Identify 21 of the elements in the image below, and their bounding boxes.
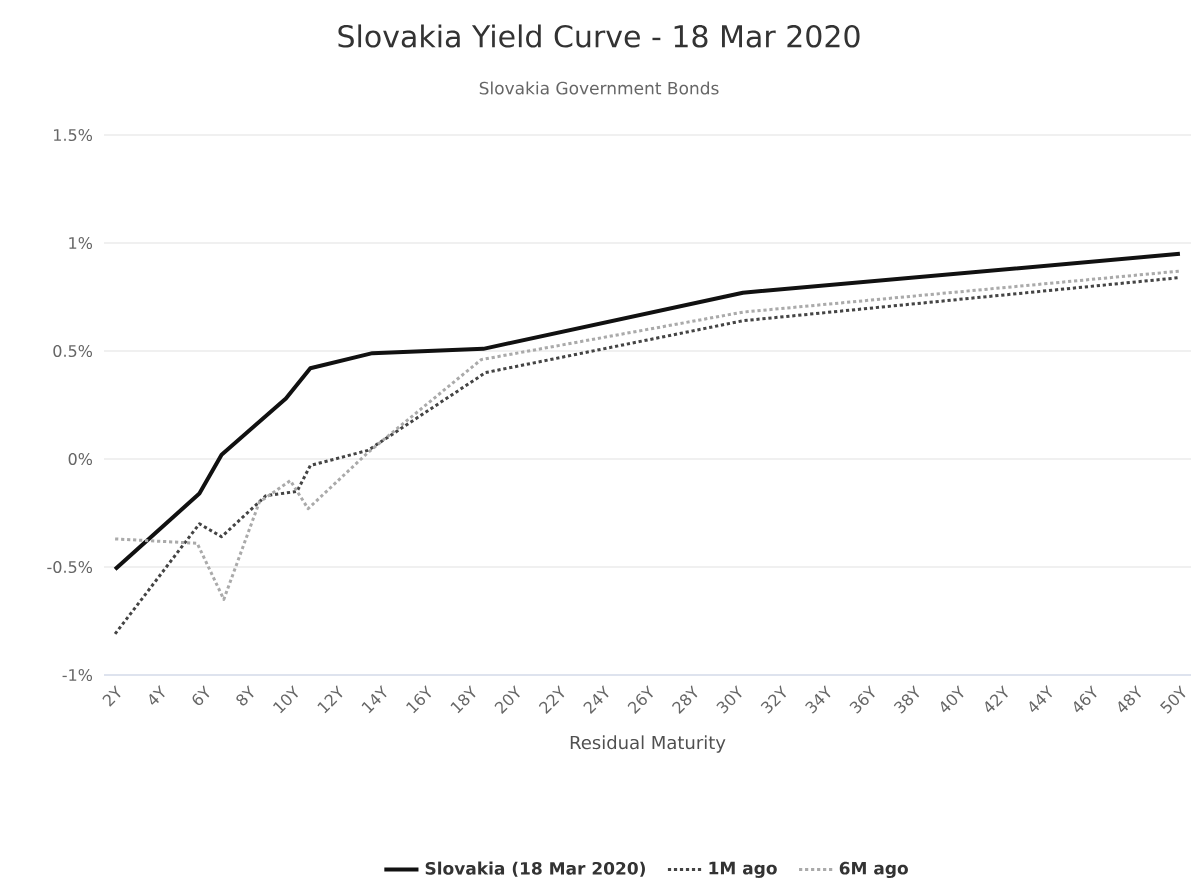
x-tick-label: 48Y [1118, 685, 1142, 713]
x-tick-label: 40Y [940, 685, 964, 713]
legend-label: Slovakia (18 Mar 2020) [425, 861, 645, 877]
legend-label: 6M ago [839, 861, 908, 879]
y-tick-label: 1% [69, 236, 93, 250]
x-axis-title: Residual Maturity [570, 735, 726, 753]
x-tick-label: 46Y [1074, 685, 1097, 713]
x-tick-label: 6Y [192, 685, 210, 706]
x-tick-label: 8Y [236, 685, 254, 706]
y-tick-label: 0% [68, 452, 93, 466]
x-tick-label: 42Y [985, 685, 1008, 713]
x-tick-label: 44Y [1029, 684, 1053, 713]
legend-label: 1M ago [709, 861, 777, 878]
x-tick-label: 2Y [102, 685, 121, 707]
chart-subtitle: Slovakia Government Bonds [479, 81, 719, 95]
y-tick-label: -0.5% [47, 560, 93, 574]
x-tick-label: 4Y [149, 684, 165, 705]
y-tick-label: 1.5% [54, 128, 93, 142]
y-tick-label: 0.5% [53, 344, 93, 358]
chart-title: Slovakia Yield Curve - 18 Mar 2020 [338, 24, 860, 48]
y-tick-label: -1% [62, 668, 93, 682]
